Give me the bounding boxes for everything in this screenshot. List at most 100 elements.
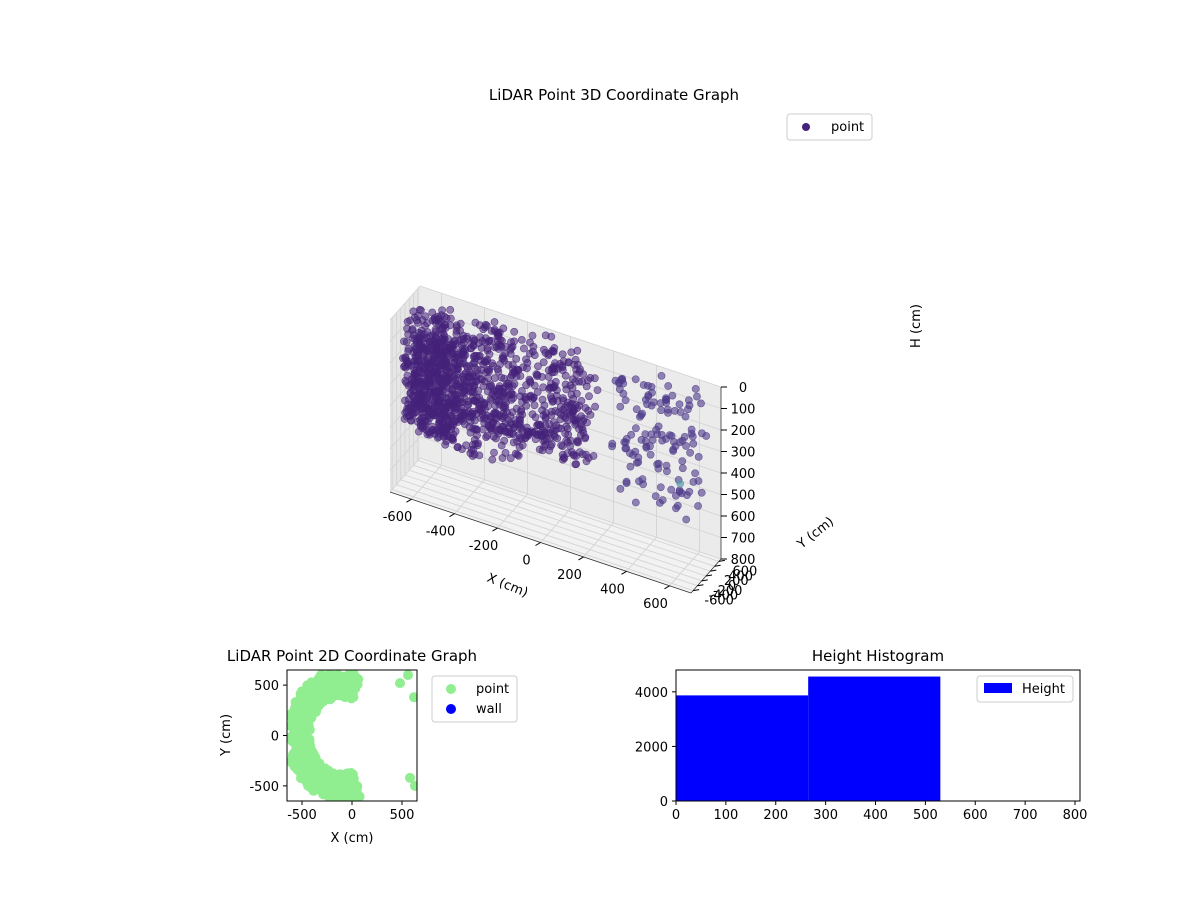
- tick-label-x-2d: -500: [287, 808, 317, 823]
- point-3d: [525, 349, 534, 358]
- point-3d: [548, 365, 556, 374]
- point-3d: [688, 432, 697, 441]
- point-3d: [689, 439, 698, 448]
- point-3d: [637, 435, 646, 444]
- point-3d: [506, 454, 515, 463]
- point-3d: [403, 359, 412, 368]
- point-3d: [523, 364, 531, 373]
- chart-histogram-legend-box: [976, 675, 1074, 703]
- point-3d: [570, 406, 579, 415]
- point-3d: [533, 388, 542, 396]
- point-3d: [419, 344, 428, 353]
- grid-y-floor: [391, 489, 694, 591]
- tick-x: [535, 542, 541, 546]
- point-3d: [686, 448, 694, 457]
- tick-label-y-2d: -500: [249, 780, 279, 795]
- point-3d: [689, 477, 698, 486]
- point-2d: [334, 681, 345, 692]
- point-3d: [481, 413, 490, 422]
- point-3d: [546, 383, 555, 392]
- tick-label-x-2d: 500: [390, 808, 415, 823]
- grid-y-floor: [400, 479, 702, 582]
- point-3d: [685, 487, 694, 496]
- tick-label-x-hist: 600: [963, 808, 988, 823]
- tick-x: [578, 556, 584, 561]
- point-3d: [428, 316, 437, 325]
- point-3d: [442, 366, 450, 375]
- point-3d: [470, 450, 479, 459]
- point-3d: [646, 450, 655, 459]
- histogram-bar: [808, 676, 941, 801]
- chart-2d-legend-wall-label: wall: [476, 702, 502, 717]
- chart-3d-title: LiDAR Point 3D Coordinate Graph: [489, 86, 739, 104]
- point-3d: [590, 374, 599, 383]
- point-3d: [516, 392, 525, 401]
- chart-3d-legend: point: [786, 113, 873, 141]
- point-2d: [298, 727, 308, 738]
- point-2d: [323, 784, 334, 795]
- point-3d: [490, 374, 499, 382]
- point-3d: [547, 411, 556, 420]
- grid-y-floor: [409, 469, 711, 572]
- point-3d: [510, 327, 519, 336]
- point-3d: [441, 393, 450, 402]
- point-3d: [483, 431, 492, 440]
- point-3d: [639, 480, 647, 489]
- point-3d: [534, 421, 543, 429]
- point-3d: [495, 384, 503, 393]
- point-3d: [432, 387, 441, 395]
- point-3d: [567, 348, 576, 357]
- tick-label-y: 0: [728, 579, 736, 594]
- point-3d: [501, 448, 510, 457]
- point-3d: [501, 428, 510, 436]
- point-3d: [420, 334, 429, 342]
- point-2d: [304, 737, 315, 747]
- tick-label-x-hist: 800: [1063, 808, 1088, 823]
- point-3d: [667, 485, 676, 494]
- point-3d: [517, 335, 526, 344]
- point-3d: [622, 479, 631, 487]
- point-2d: [321, 676, 332, 687]
- point-3d: [558, 442, 567, 451]
- point-3d: [472, 377, 481, 385]
- point-3d: [581, 404, 590, 412]
- point-3d: [544, 372, 553, 381]
- point-3d: [522, 401, 531, 410]
- point-3d: [570, 451, 579, 460]
- point-3d: [483, 346, 492, 355]
- point-3d: [472, 351, 481, 360]
- point-3d: [664, 408, 672, 417]
- point-3d: [526, 338, 534, 347]
- point-2d: [305, 713, 316, 724]
- point-2d: [405, 772, 415, 783]
- tick-label-z: 100: [731, 403, 756, 418]
- point-3d: [591, 402, 599, 411]
- tick-label-z: 300: [731, 446, 756, 461]
- point-3d: [507, 389, 516, 397]
- point-3d: [684, 405, 692, 414]
- point-3d: [456, 319, 465, 328]
- point-3d: [462, 441, 470, 450]
- chart-histogram-plot: 0 100 200 300 400 500 600 700 800 0 2000 4000: [635, 669, 1088, 823]
- grid-y-floor: [396, 484, 698, 587]
- point-3d: [480, 377, 489, 386]
- point-3d: [417, 356, 426, 365]
- point-3d: [455, 382, 464, 391]
- point-3d: [478, 337, 487, 345]
- point-3d: [538, 372, 546, 381]
- point-3d: [513, 450, 522, 459]
- tick-label-y-hist: 2000: [635, 740, 668, 755]
- point-3d: [608, 442, 616, 451]
- point-3d: [658, 496, 667, 504]
- point-3d: [545, 420, 554, 429]
- tick-label-y-2d: 0: [271, 730, 279, 745]
- point-3d: [446, 305, 455, 314]
- chart-2d-legend-point-label: point: [476, 682, 509, 697]
- point-3d: [678, 464, 687, 473]
- point-3d: [564, 358, 573, 367]
- point-3d: [662, 461, 671, 470]
- point-3d: [545, 429, 554, 437]
- point-3d: [577, 431, 585, 440]
- point-3d: [561, 403, 569, 412]
- tick-label-x-hist: 500: [913, 808, 938, 823]
